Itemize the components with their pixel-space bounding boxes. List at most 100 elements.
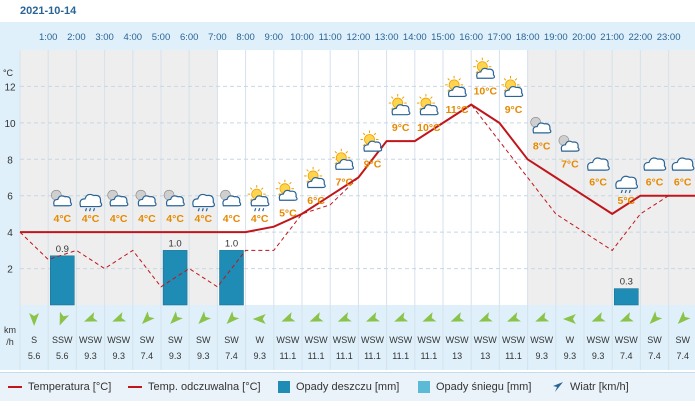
wind-speed-label: 11.1 [392,351,409,361]
hour-label: 12:00 [347,32,371,43]
sun-cloud-icon [445,75,467,98]
hour-column [20,50,49,305]
wind-direction-label: S [31,335,37,345]
wind-arrow-shape [535,312,550,322]
cloud-shape [53,195,73,207]
temperature-value-label: 5°C [617,195,635,207]
hour-label: 6:00 [180,32,199,43]
temperature-value-label: 11°C [446,104,469,116]
rain-drop [92,207,96,212]
wind-arrow-shape [450,312,465,322]
sun-ray [419,107,422,110]
hour-label: 20:00 [572,32,596,43]
wind-unit-label-bottom: /h [6,337,14,347]
rain-drop [197,207,200,212]
wind-arrow-icon [562,314,576,324]
wind-arrow-shape [366,312,380,322]
sun-ray [475,59,479,63]
wind-direction-label: WSW [276,335,299,345]
wind-arrow-shape [84,312,98,322]
wind-speed-label: 13 [452,351,462,361]
wind-arrow-icon [450,312,465,322]
cloud-rain-icon [615,175,639,194]
sun-ray [289,181,292,185]
hour-label: 3:00 [95,32,114,43]
sun-ray [345,150,349,154]
sun-ray [334,150,338,154]
wind-arrow-shape [281,312,296,322]
wind-direction-label: WSW [446,335,469,345]
wind-direction-label: WSW [587,335,610,345]
wind-arrow-shape [337,312,352,322]
hour-label: 1:00 [39,32,58,43]
hour-label: 18:00 [516,32,540,43]
y-axis-band [0,22,20,370]
wind-arrow-icon [29,313,40,326]
wind-arrow-shape [677,311,691,324]
y-tick-label: 10 [4,119,16,130]
hour-label: 9:00 [265,32,284,43]
rain-drop [262,207,265,212]
wind-speed-label: 9.3 [535,351,548,361]
legend-snow: Opady śniegu [mm] [418,381,531,393]
cloud-shape [192,193,216,208]
wind-speed-label: 9.3 [592,351,605,361]
wind-arrow-icon [337,312,352,322]
wind-arrow-icon [252,314,266,324]
legend-feels-like: Temp. odczuwalna [°C] [128,381,261,393]
wind-arrow-shape [478,312,493,322]
wind-direction-label: WSW [361,335,384,345]
wind-direction-label: WSW [107,335,130,345]
precipitation-bars [50,250,639,306]
cloud-rain-icon [79,193,103,212]
temperature-value-label: 4°C [194,213,212,225]
cloud-shape [532,122,552,134]
wind-arrow-shape [562,314,576,324]
wind-arrow-shape [591,312,606,322]
hour-header-band [0,22,695,50]
hour-column [273,50,302,305]
cloud-icon [671,157,695,171]
cloud-icon [587,157,610,171]
hour-column [132,50,161,305]
weather-chart: 2 4 6 8 10 12 °C km/h 1:00 2:00 3:00 4:00 5:00 6:00 7:… [0,22,695,370]
hour-label: 23:00 [657,32,681,43]
cloud-shape [306,177,326,189]
temperature-value-label: 7°C [561,159,579,171]
wind-arrow-icon [84,312,98,322]
hour-column [104,50,133,305]
temperature-value-label: 4°C [138,213,156,225]
temperature-value-label: 4°C [166,213,184,225]
wind-arrow-icon [59,311,70,326]
rain-bar [614,288,639,306]
rain-swatch [278,381,290,393]
sun-ray [334,161,338,165]
cloud-icon [643,157,667,171]
rain-bar [50,255,75,306]
cloud-sun-icon [163,189,185,207]
sun-ray [362,132,366,136]
wind-direction-label: WSW [417,335,440,345]
feels-like-line [19,103,695,288]
wind-arrow-shape [112,312,127,322]
wind-speed-label: 7.4 [648,351,661,361]
wind-arrow-shape [141,311,155,324]
wind-speed-label: 9.3 [112,351,125,361]
wind-arrow-icon [553,382,563,392]
sun-cloud-icon [332,148,355,170]
wind-direction-label: SSW [52,335,73,345]
wind-speed-label: 9.3 [564,351,577,361]
hour-label: 15:00 [431,32,455,43]
hour-label: 16:00 [459,32,483,43]
wind-arrow-icon [198,311,212,324]
sun-ray [306,169,309,172]
cloud-shape [363,140,383,152]
hour-column [386,50,415,305]
sun-ray [362,143,366,147]
wind-direction-label: WSW [79,335,102,345]
grid-layer [19,50,695,370]
cloud-shape [671,157,695,171]
sun-ray [401,96,405,99]
rain-drop [620,189,623,194]
cloud-shape [391,104,411,116]
